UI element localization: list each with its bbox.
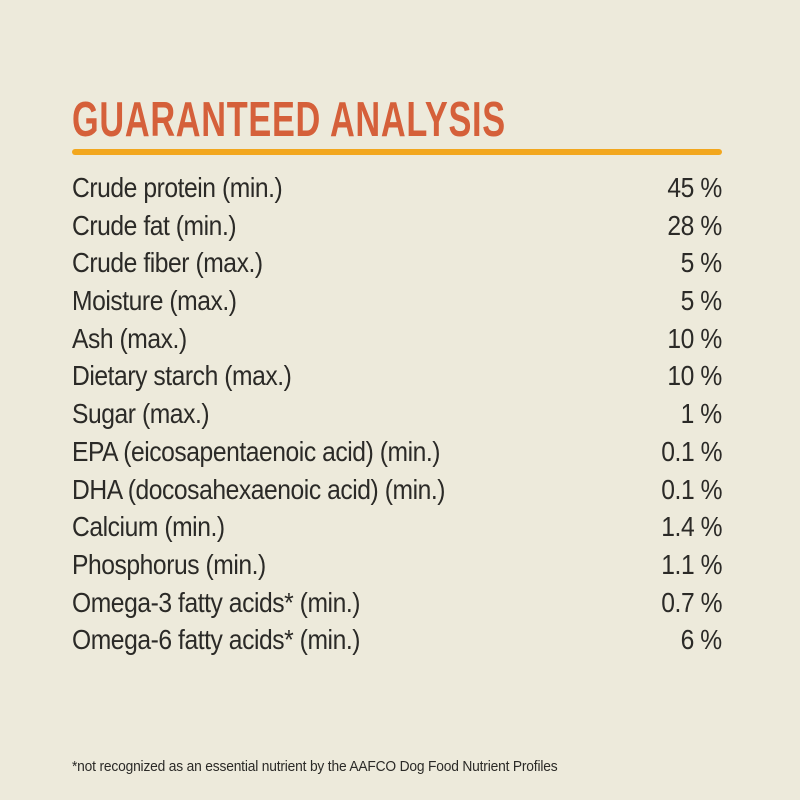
nutrient-value: 6 % [680, 624, 723, 656]
nutrient-value: 10 % [667, 322, 723, 354]
table-row: Ash (max.) 10 % [72, 320, 722, 358]
nutrient-value: 0.7 % [661, 586, 722, 618]
table-row: Phosphorus (min.) 1.1 % [72, 546, 722, 584]
table-row: Omega-6 fatty acids* (min.) 6 % [72, 621, 722, 659]
title-divider-rule [72, 149, 722, 155]
table-row: Omega-3 fatty acids* (min.) 0.7 % [72, 584, 722, 622]
table-row: Moisture (max.) 5 % [72, 282, 722, 320]
table-row: DHA (docosahexaenoic acid) (min.) 0.1 % [72, 471, 722, 509]
nutrient-label: Omega-6 fatty acids* (min.) [72, 624, 361, 656]
nutrient-label: Calcium (min.) [72, 511, 225, 543]
nutrient-label: Crude fiber (max.) [72, 247, 263, 279]
nutrient-value: 0.1 % [661, 435, 722, 467]
nutrient-label: Crude fat (min.) [72, 209, 237, 241]
nutrient-label: DHA (docosahexaenoic acid) (min.) [72, 473, 446, 505]
nutrient-value: 1.4 % [661, 511, 722, 543]
nutrient-value: 28 % [667, 209, 723, 241]
nutrient-label: Dietary starch (max.) [72, 360, 292, 392]
nutrient-value: 45 % [667, 172, 723, 203]
table-row: Calcium (min.) 1.4 % [72, 508, 722, 546]
nutrient-value: 5 % [680, 285, 723, 317]
nutrient-label: Moisture (max.) [72, 285, 237, 317]
nutrient-label: Ash (max.) [72, 322, 187, 354]
nutrient-value: 1 % [680, 398, 723, 430]
nutrient-value: 1.1 % [661, 548, 722, 580]
table-row: Sugar (max.) 1 % [72, 395, 722, 433]
table-row: EPA (eicosapentaenoic acid) (min.) 0.1 % [72, 433, 722, 471]
nutrient-label: Crude protein (min.) [72, 172, 283, 203]
nutrient-value: 0.1 % [661, 473, 722, 505]
aafco-footnote: *not recognized as an essential nutrient… [72, 758, 558, 775]
nutrient-label: Phosphorus (min.) [72, 548, 266, 580]
analysis-table: Crude protein (min.) 45 % Crude fat (min… [72, 169, 722, 659]
nutrient-label: EPA (eicosapentaenoic acid) (min.) [72, 435, 441, 467]
table-row: Crude fiber (max.) 5 % [72, 244, 722, 282]
table-row: Crude fat (min.) 28 % [72, 207, 722, 245]
table-row: Dietary starch (max.) 10 % [72, 357, 722, 395]
nutrient-label: Sugar (max.) [72, 398, 210, 430]
page-title: GUARANTEED ANALYSIS [72, 93, 506, 147]
nutrient-value: 5 % [680, 247, 723, 279]
nutrient-value: 10 % [667, 360, 723, 392]
table-row: Crude protein (min.) 45 % [72, 169, 722, 207]
nutrient-label: Omega-3 fatty acids* (min.) [72, 586, 361, 618]
